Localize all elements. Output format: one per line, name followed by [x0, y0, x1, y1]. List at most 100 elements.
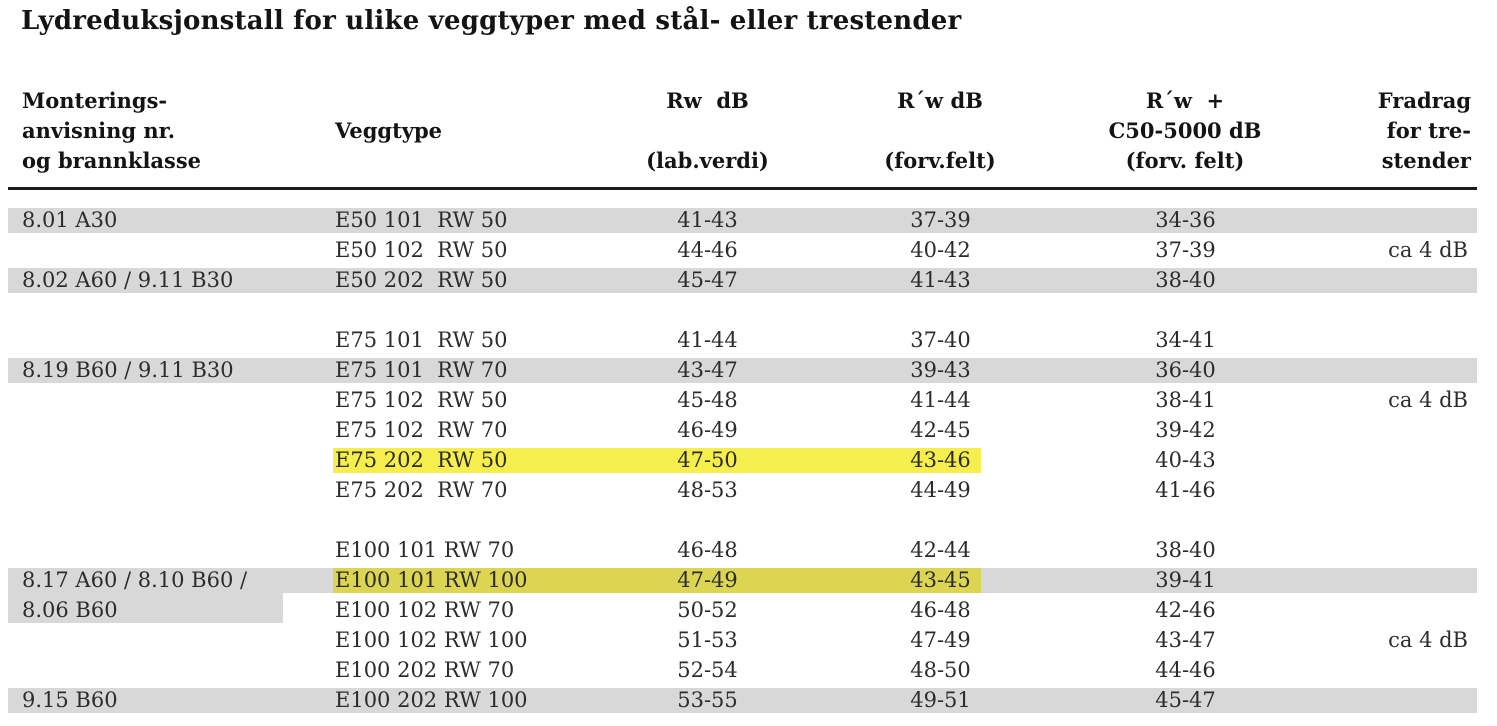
cell-rw-c50: 39-42 [1155, 418, 1216, 442]
table-row: 8.02 A60 / 9.11 B30 E50 202 RW 50 45-47 … [8, 268, 1477, 298]
cell-fradrag [1300, 598, 1477, 628]
header-veggtype: Veggtype [335, 118, 443, 143]
cell-veggtype: E50 101 RW 50 [333, 208, 630, 238]
cell-brannklasse [8, 448, 333, 478]
cell-rw-lab: 47-50 [630, 448, 785, 478]
cell-rw-lab: 46-49 [677, 418, 738, 442]
table-row: E100 202 RW 70 52-54 48-50 44-46 [8, 658, 1477, 688]
header-monteringsanvisning-line3: og brannklasse [22, 148, 202, 173]
table-row: 8.17 A60 / 8.10 B60 / E100 101 RW 100 47… [8, 568, 1477, 598]
header-fradrag-line1: Fradrag [1377, 88, 1471, 113]
table-row: E75 202 RW 50 47-50 43-46 40-43 [8, 448, 1477, 478]
table-row: E100 102 RW 100 51-53 47-49 43-47 ca 4 d… [8, 628, 1477, 658]
table-row: 8.01 A30 E50 101 RW 50 41-43 37-39 34-36 [8, 208, 1477, 238]
cell-brannklasse: 8.06 B60 [8, 598, 333, 628]
cell-brannklasse [8, 538, 333, 568]
cell-brannklasse [8, 478, 333, 508]
cell-veggtype: E100 102 RW 70 [335, 598, 515, 622]
cell-veggtype: E50 102 RW 50 [335, 238, 508, 262]
cell-brannklasse [8, 508, 333, 538]
cell-fradrag [1300, 328, 1477, 358]
cell-veggtype [333, 508, 630, 538]
cell-rw-felt: 44-49 [910, 478, 971, 502]
table-row: 9.15 B60 E100 202 RW 100 53-55 49-51 45-… [8, 688, 1477, 718]
header-rw-c50-line2: C50-5000 dB [1108, 118, 1262, 143]
cell-rw-felt: 37-40 [910, 328, 971, 352]
cell-rw-lab: 51-53 [677, 628, 738, 652]
cell-rw-felt: 43-46 [785, 448, 981, 478]
cell-fradrag [1300, 358, 1477, 388]
header-rw-c50-line1: R´w + [1145, 88, 1225, 113]
cell-brannklasse [8, 388, 333, 418]
cell-rw-felt: 39-43 [785, 358, 981, 388]
cell-rw-felt: 49-51 [785, 688, 981, 718]
table-row: E75 102 RW 70 46-49 42-45 39-42 [8, 418, 1477, 448]
cell-rw-c50: 38-41 [1155, 388, 1216, 412]
cell-veggtype: E100 101 RW 100 [333, 568, 630, 598]
cell-brannklasse [8, 628, 333, 658]
cell-fradrag [1300, 568, 1477, 598]
cell-rw-c50: 37-39 [1155, 238, 1216, 262]
cell-rw-felt: 46-48 [910, 598, 971, 622]
cell-rw-c50: 36-40 [981, 358, 1300, 388]
cell-rw-lab: 50-52 [677, 598, 738, 622]
cell-veggtype: E75 102 RW 70 [335, 418, 508, 442]
cell-brannklasse: 8.02 A60 / 9.11 B30 [8, 268, 333, 298]
cell-brannklasse [8, 298, 333, 328]
cell-veggtype: E75 101 RW 70 [333, 358, 630, 388]
cell-fradrag [1300, 688, 1477, 718]
table-row: E75 101 RW 50 41-44 37-40 34-41 [8, 328, 1477, 358]
cell-brannklasse [8, 418, 333, 448]
header-rw-c50-line3: (forv. felt) [1125, 148, 1245, 173]
cell-rw-lab: 43-47 [630, 358, 785, 388]
cell-brannklasse: 8.01 A30 [8, 208, 333, 238]
cell-fradrag [1300, 538, 1477, 568]
cell-rw-felt: 47-49 [910, 628, 971, 652]
page-title: Lydreduksjonstall for ulike veggtyper me… [21, 6, 962, 36]
cell-veggtype: E100 102 RW 100 [335, 628, 528, 652]
cell-fradrag [1300, 418, 1477, 448]
table-row: E100 101 RW 70 46-48 42-44 38-40 [8, 538, 1477, 568]
cell-fradrag [1300, 448, 1477, 478]
header-fradrag-line3: stender [1381, 148, 1471, 173]
cell-rw-lab: 46-48 [677, 538, 738, 562]
cell-rw-lab: 41-44 [677, 328, 738, 352]
header-rule [8, 187, 1477, 190]
cell-rw-felt: 40-42 [910, 238, 971, 262]
cell-rw-c50 [981, 298, 1300, 328]
cell-rw-felt: 41-43 [785, 268, 981, 298]
cell-rw-felt [785, 298, 981, 328]
table-row: E75 102 RW 50 45-48 41-44 38-41 ca 4 dB [8, 388, 1477, 418]
header-rw-lab-line1: Rw dB [666, 88, 749, 113]
cell-rw-c50: 34-41 [1155, 328, 1216, 352]
cell-brannklasse: 9.15 B60 [8, 688, 333, 718]
cell-rw-c50: 34-36 [981, 208, 1300, 238]
cell-rw-lab: 52-54 [677, 658, 738, 682]
cell-fradrag [1300, 478, 1477, 508]
cell-veggtype: E75 101 RW 50 [335, 328, 508, 352]
header-rw-lab-line2: (lab.verdi) [646, 148, 769, 173]
cell-rw-c50: 40-43 [1155, 448, 1216, 472]
cell-rw-c50: 45-47 [981, 688, 1300, 718]
table-row: 8.19 B60 / 9.11 B30 E75 101 RW 70 43-47 … [8, 358, 1477, 388]
cell-brannklasse [8, 238, 333, 268]
cell-rw-lab: 47-49 [630, 568, 785, 598]
cell-fradrag: ca 4 dB [1388, 628, 1468, 652]
cell-brannklasse [8, 658, 333, 688]
cell-fradrag: ca 4 dB [1388, 238, 1468, 262]
cell-rw-lab [630, 298, 785, 328]
cell-rw-felt: 48-50 [910, 658, 971, 682]
cell-brannklasse: 8.17 A60 / 8.10 B60 / [8, 568, 333, 598]
cell-rw-felt: 42-45 [910, 418, 971, 442]
cell-rw-c50: 39-41 [981, 568, 1300, 598]
cell-rw-c50: 38-40 [981, 268, 1300, 298]
cell-rw-felt [785, 508, 981, 538]
cell-fradrag [1300, 658, 1477, 688]
cell-rw-felt: 42-44 [910, 538, 971, 562]
cell-rw-c50: 38-40 [1155, 538, 1216, 562]
cell-rw-lab: 44-46 [677, 238, 738, 262]
cell-brannklasse: 8.19 B60 / 9.11 B30 [8, 358, 333, 388]
cell-fradrag [1300, 268, 1477, 298]
cell-rw-c50: 44-46 [1155, 658, 1216, 682]
cell-rw-c50 [981, 508, 1300, 538]
